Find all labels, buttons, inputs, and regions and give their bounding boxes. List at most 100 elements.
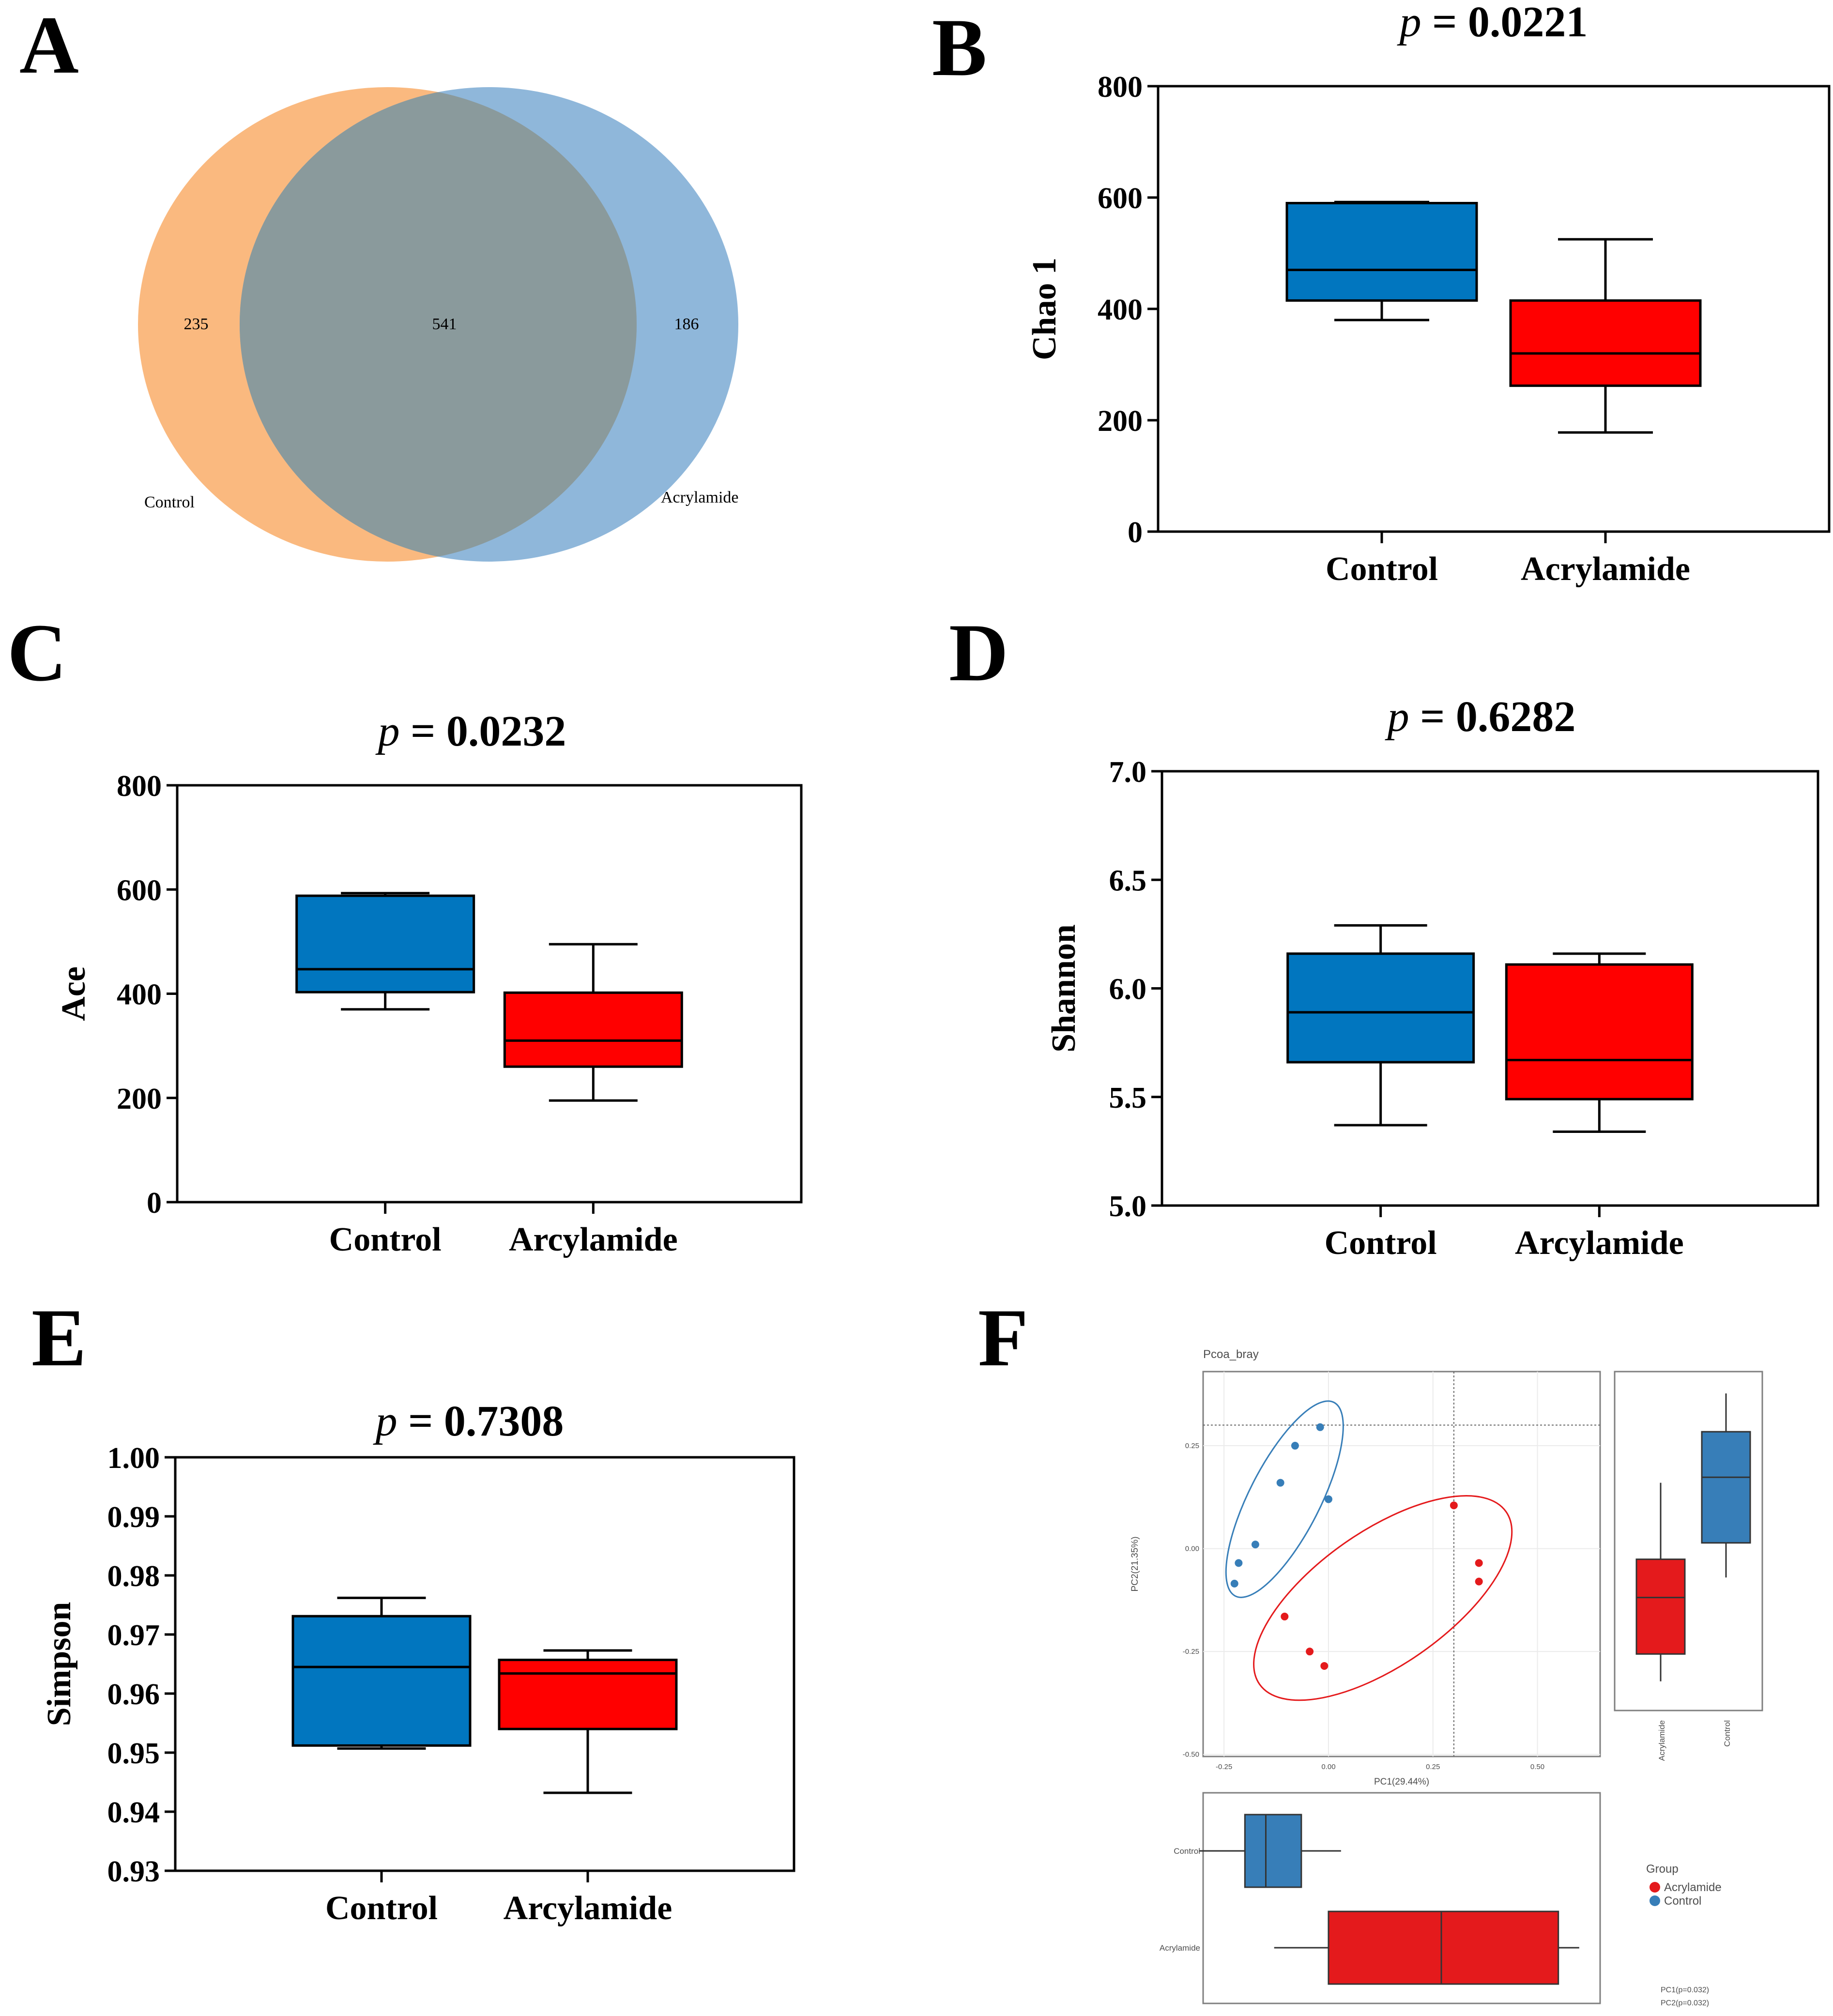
point-acrylamide bbox=[1320, 1662, 1329, 1670]
p-symbol: p bbox=[1385, 693, 1409, 741]
y-tick-label: 0.25 bbox=[1185, 1442, 1199, 1450]
y-tick-label: 0.00 bbox=[1185, 1545, 1199, 1553]
y-tick-label: 0 bbox=[1128, 516, 1143, 549]
side-category-label: Control bbox=[1723, 1720, 1732, 1747]
pcoa-plot: Pcoa_bray -0.25 0.00 0.25 0.50 -0.50 -0.25 0.00… bbox=[1130, 1348, 1763, 2007]
bottom-box-control bbox=[1244, 1814, 1302, 1888]
legend-title: Group bbox=[1646, 1863, 1679, 1876]
venn-count-shared: 541 bbox=[432, 315, 457, 333]
venn-count-control-only: 235 bbox=[184, 315, 209, 333]
y-axis-label: Ace bbox=[55, 966, 92, 1021]
y-tick-label: 0.93 bbox=[107, 1855, 160, 1888]
p-value-title: p = 0.0221 bbox=[1397, 0, 1588, 46]
simpson-boxplot: 0.93 0.94 0.95 0.96 0.97 0.98 0.99 1.00 Simpson p… bbox=[41, 1397, 795, 1927]
y-tick-label: 200 bbox=[1098, 405, 1143, 438]
box-arcylamide bbox=[1505, 963, 1694, 1100]
point-acrylamide bbox=[1475, 1559, 1483, 1567]
stats-text: PC1(p=0.032) bbox=[1661, 1986, 1709, 1994]
y-tick-label: 0.99 bbox=[107, 1501, 160, 1534]
y-tick-label: 800 bbox=[1098, 71, 1143, 104]
stats-text: PC2(p=0.032) bbox=[1661, 1999, 1709, 2007]
y-tick-label: 600 bbox=[1098, 182, 1143, 215]
bottom-category-label: Control bbox=[1174, 1847, 1200, 1856]
ace-boxplot: 0 200 400 600 800 Ace p = 0.0232 Control Arcylam… bbox=[55, 707, 803, 1258]
x-category-label: Acrylamide bbox=[1521, 550, 1690, 588]
p-equals: = bbox=[400, 707, 446, 755]
point-acrylamide bbox=[1281, 1612, 1289, 1620]
p-value-title: p = 0.0232 bbox=[375, 707, 566, 755]
ellipse-control bbox=[1225, 1400, 1344, 1598]
y-tick-label: 0.96 bbox=[107, 1678, 160, 1711]
y-axis-label: Shannon bbox=[1045, 924, 1083, 1053]
y-tick-label: 5.0 bbox=[1109, 1190, 1147, 1223]
chao1-boxplot: 0 200 400 600 800 Chao 1 p = 0.0221 Control Acry… bbox=[1026, 0, 1831, 588]
panel-letter-c: C bbox=[7, 607, 67, 698]
p-equals: = bbox=[1409, 693, 1456, 741]
side-box-acrylamide bbox=[1635, 1558, 1686, 1655]
point-acrylamide bbox=[1306, 1648, 1314, 1656]
y-axis-label: Simpson bbox=[41, 1602, 78, 1726]
x-category-label: Control bbox=[329, 1221, 442, 1258]
p-symbol: p bbox=[1397, 0, 1421, 46]
legend-swatch-control bbox=[1650, 1895, 1660, 1906]
plot-frame bbox=[176, 784, 803, 1204]
legend-label: Acrylamide bbox=[1664, 1881, 1722, 1894]
pcoa-title: Pcoa_bray bbox=[1203, 1348, 1259, 1361]
x-category-label: Control bbox=[1326, 550, 1438, 588]
x-category-label: Control bbox=[325, 1890, 438, 1927]
point-control bbox=[1291, 1442, 1299, 1450]
box-control bbox=[291, 1615, 472, 1747]
ellipse-acrylamide bbox=[1253, 1495, 1513, 1701]
y-tick-label: 1.00 bbox=[107, 1442, 160, 1475]
p-value: 0.7308 bbox=[444, 1397, 564, 1445]
y-tick-label: 0.97 bbox=[107, 1619, 160, 1652]
p-equals: = bbox=[397, 1397, 444, 1445]
point-control bbox=[1251, 1541, 1259, 1549]
box-control bbox=[1285, 202, 1478, 302]
side-category-label: Acrylamide bbox=[1657, 1720, 1666, 1761]
p-value: 0.6282 bbox=[1456, 693, 1576, 741]
p-equals: = bbox=[1421, 0, 1468, 46]
y-tick-label: 400 bbox=[1098, 293, 1143, 326]
point-control bbox=[1230, 1579, 1238, 1588]
y-axis-label: Chao 1 bbox=[1026, 258, 1063, 360]
panel-letter-f: F bbox=[978, 1292, 1028, 1383]
plot-frame bbox=[1161, 770, 1819, 1207]
venn-count-acrylamide-only: 186 bbox=[674, 315, 699, 333]
y-tick-label: 0.94 bbox=[107, 1796, 160, 1829]
point-acrylamide bbox=[1450, 1501, 1458, 1510]
p-value: 0.0232 bbox=[446, 707, 566, 755]
y-axis-label: PC2(21.35%) bbox=[1130, 1536, 1140, 1591]
plot-frame bbox=[1157, 85, 1831, 533]
y-tick-label: 7.0 bbox=[1109, 756, 1147, 789]
venn-diagram: 235 541 186 Control Acrylamide bbox=[138, 87, 739, 562]
point-control bbox=[1324, 1495, 1332, 1503]
y-tick-label: 200 bbox=[117, 1083, 162, 1115]
legend-label: Control bbox=[1664, 1894, 1701, 1908]
y-tick-label: 6.0 bbox=[1109, 973, 1147, 1006]
p-value-title: p = 0.7308 bbox=[373, 1397, 564, 1445]
panel-letter-b: B bbox=[932, 2, 987, 93]
x-axis-label: PC1(29.44%) bbox=[1374, 1777, 1429, 1787]
venn-label-acrylamide: Acrylamide bbox=[661, 489, 739, 506]
bottom-category-label: Acrylamide bbox=[1160, 1943, 1200, 1953]
y-tick-label: 800 bbox=[117, 770, 162, 803]
bottom-box-acrylamide bbox=[1328, 1910, 1559, 1985]
panel-letter-a: A bbox=[19, 0, 79, 91]
x-tick-label: 0.25 bbox=[1426, 1763, 1440, 1771]
y-tick-label: 6.5 bbox=[1109, 864, 1147, 897]
plot-frame bbox=[174, 1456, 795, 1872]
y-tick-label: 400 bbox=[117, 978, 162, 1011]
x-tick-label: 0.00 bbox=[1321, 1763, 1335, 1771]
point-control bbox=[1276, 1479, 1284, 1487]
box-arcylamide bbox=[503, 991, 683, 1068]
pcoa-frame bbox=[1202, 1371, 1601, 1757]
point-control bbox=[1235, 1559, 1243, 1567]
y-tick-label: -0.25 bbox=[1183, 1648, 1199, 1656]
panel-letter-d: D bbox=[949, 607, 1008, 698]
x-tick-label: -0.25 bbox=[1216, 1763, 1232, 1771]
p-symbol: p bbox=[375, 707, 400, 755]
box-control bbox=[1286, 952, 1475, 1064]
x-tick-label: 0.50 bbox=[1530, 1763, 1544, 1771]
